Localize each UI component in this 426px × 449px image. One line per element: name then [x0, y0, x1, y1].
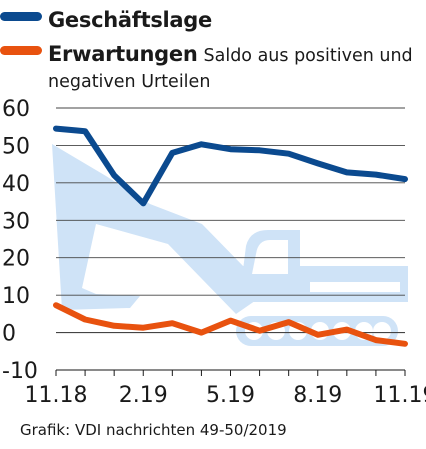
legend-note: Saldo aus positiven und [203, 46, 413, 66]
line-chart: 60 50 40 30 20 10 0 -10 11.18 2.19 5.19 8.19 11.19 [2, 97, 426, 408]
x-tick-label: 8.19 [293, 383, 342, 408]
y-tick-label: 60 [2, 97, 30, 122]
y-tick-label: -10 [2, 359, 38, 384]
series-line-1 [53, 302, 408, 347]
y-tick-label: 30 [2, 209, 30, 234]
x-tick-label: 2.19 [119, 383, 168, 408]
y-tick-label: 20 [2, 247, 30, 272]
y-tick-label: 0 [2, 322, 16, 347]
legend-swatch-orange [0, 46, 42, 55]
legend-note-continued: negativen Urteilen [48, 72, 211, 92]
x-tick-label: 5.19 [206, 383, 255, 408]
y-axis-ticks: 60 50 40 30 20 10 0 -10 [2, 97, 38, 384]
legend-item-geschaeftslage: Geschäftslage [0, 8, 212, 32]
series-line-0 [53, 125, 408, 207]
series-lines [53, 125, 408, 347]
x-tick-label: 11.18 [25, 383, 88, 408]
legend-label-geschaeftslage: Geschäftslage [48, 8, 212, 32]
x-axis-ticks: 11.18 2.19 5.19 8.19 11.19 [25, 370, 426, 408]
x-tick-label: 11.19 [374, 383, 426, 408]
legend-swatch-blue [0, 12, 42, 21]
y-tick-label: 40 [2, 172, 30, 197]
legend-label-erwartungen: Erwartungen [48, 42, 198, 66]
y-tick-label: 50 [2, 134, 30, 159]
chart-source: Grafik: VDI nachrichten 49-50/2019 [20, 421, 287, 439]
legend-item-erwartungen: Erwartungen Saldo aus positiven und [0, 42, 413, 66]
y-tick-label: 10 [2, 284, 30, 309]
